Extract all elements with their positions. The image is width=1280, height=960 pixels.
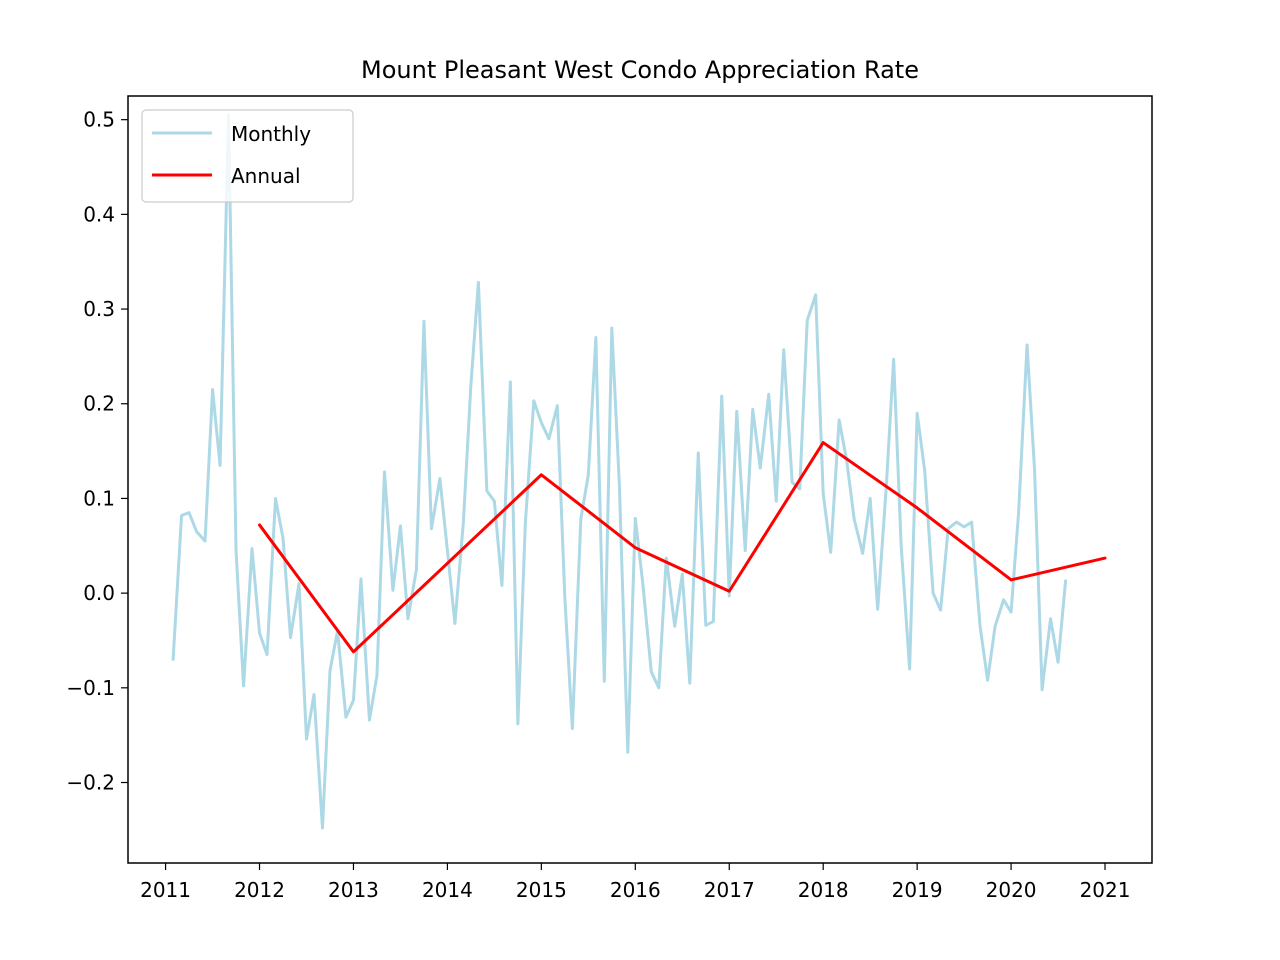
x-tick-label: 2012	[234, 878, 285, 902]
x-tick-label: 2015	[516, 878, 567, 902]
x-tick-label: 2011	[140, 878, 191, 902]
chart-title: Mount Pleasant West Condo Appreciation R…	[361, 56, 919, 84]
y-tick-label: 0.4	[83, 202, 115, 226]
series-line-annual	[258, 441, 1107, 654]
y-tick-label: −0.1	[66, 676, 115, 700]
y-tick-label: 0.3	[83, 297, 115, 321]
y-tick-label: 0.1	[83, 486, 115, 510]
x-tick-label: 2017	[704, 878, 755, 902]
x-tick-label: 2019	[892, 878, 943, 902]
x-tick-label: 2013	[328, 878, 379, 902]
x-tick-label: 2014	[422, 878, 473, 902]
series-line-monthly	[171, 113, 1068, 830]
y-tick-label: 0.2	[83, 392, 115, 416]
legend: Monthly Annual	[141, 109, 354, 203]
legend-label-annual: Annual	[231, 164, 301, 188]
plot-area-frame	[127, 95, 1153, 864]
y-tick-label: 0.0	[83, 581, 115, 605]
x-tick-label: 2018	[798, 878, 849, 902]
y-tick-label: −0.2	[66, 771, 115, 795]
x-axis: 2011 2012 2013 2014 2015 2016 2017 2018 2019 2020…	[140, 863, 1130, 902]
x-tick-label: 2021	[1080, 878, 1131, 902]
x-tick-label: 2016	[610, 878, 661, 902]
legend-label-monthly: Monthly	[231, 122, 311, 146]
y-axis: −0.2 −0.1 0.0 0.1 0.2 0.3 0.4 0.5	[66, 108, 128, 795]
x-tick-label: 2020	[986, 878, 1037, 902]
y-tick-label: 0.5	[83, 108, 115, 132]
series-layer	[171, 113, 1107, 830]
